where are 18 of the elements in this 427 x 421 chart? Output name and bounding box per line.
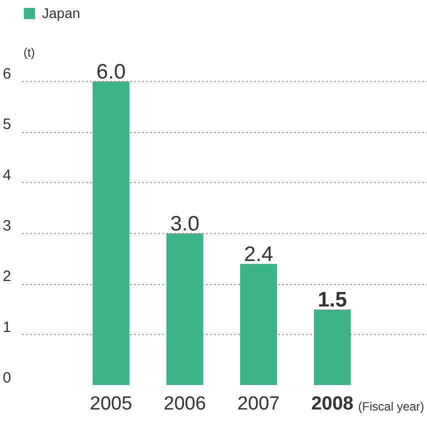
- x-tick-label: 2008: [311, 394, 354, 414]
- y-tick-label: 6: [2, 66, 12, 82]
- text: 1.5: [318, 288, 347, 312]
- y-tick-label: 5: [2, 116, 12, 134]
- text: 6.0: [96, 60, 126, 84]
- y-tick-label: 0: [2, 370, 12, 386]
- y-tick-label: 2: [2, 268, 12, 286]
- x-axis-title: (Fiscal year): [358, 400, 424, 414]
- x-tick-label: 2006: [164, 394, 206, 414]
- y-tick-label: 1: [2, 318, 12, 336]
- text: 3.0: [170, 212, 200, 236]
- x-tick-label: 2005: [90, 394, 132, 414]
- text: 2.4: [244, 242, 274, 266]
- legend-label: Japan: [42, 5, 80, 21]
- y-axis-title: (t): [24, 46, 35, 60]
- y-tick-label: 3: [2, 218, 12, 234]
- x-tick-label: 2007: [237, 394, 280, 414]
- y-tick-label: 4: [2, 166, 12, 184]
